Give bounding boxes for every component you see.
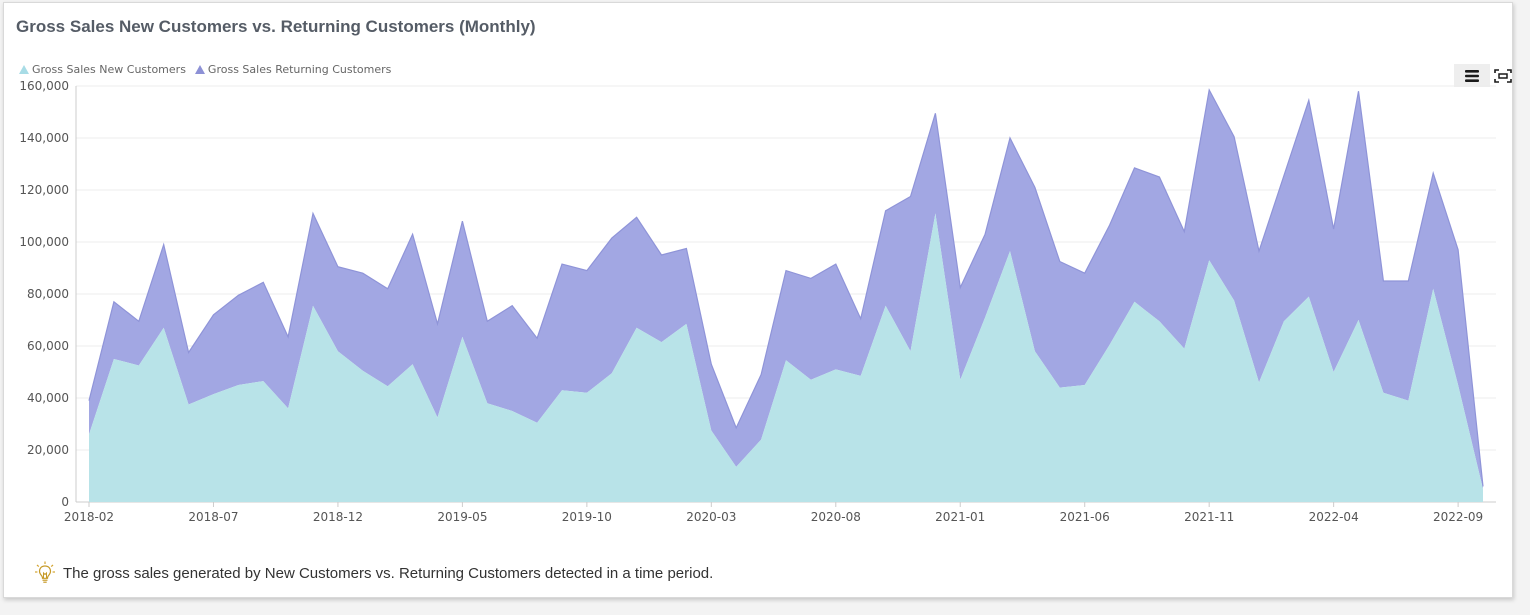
x-tick-label: 2018-07 bbox=[188, 510, 238, 524]
y-tick-label: 100,000 bbox=[19, 235, 69, 249]
area-new-customers bbox=[89, 213, 1483, 502]
chart-legend: Gross Sales New Customers Gross Sales Re… bbox=[19, 63, 400, 76]
chart-footnote-text: The gross sales generated by New Custome… bbox=[63, 564, 714, 582]
x-tick-label: 2018-12 bbox=[313, 510, 363, 524]
triangle-icon bbox=[19, 65, 29, 74]
x-tick-label: 2021-01 bbox=[935, 510, 985, 524]
legend-label-new-customers: Gross Sales New Customers bbox=[32, 63, 186, 76]
chart-menu-button[interactable] bbox=[1454, 64, 1490, 87]
legend-item-new-customers[interactable]: Gross Sales New Customers bbox=[19, 63, 186, 76]
x-tick-label: 2019-10 bbox=[562, 510, 612, 524]
x-tick-label: 2021-11 bbox=[1184, 510, 1234, 524]
y-tick-label: 120,000 bbox=[19, 183, 69, 197]
chart-toolbar bbox=[1454, 64, 1516, 87]
chart-footnote: The gross sales generated by New Custome… bbox=[35, 561, 713, 585]
hamburger-menu-icon bbox=[1465, 69, 1479, 82]
y-tick-label: 60,000 bbox=[27, 339, 69, 353]
chart-title: Gross Sales New Customers vs. Returning … bbox=[16, 17, 536, 36]
lightbulb-icon bbox=[35, 561, 55, 585]
fullscreen-icon bbox=[1494, 68, 1512, 83]
x-tick-label: 2020-03 bbox=[686, 510, 736, 524]
x-tick-label: 2021-06 bbox=[1060, 510, 1110, 524]
y-tick-label: 140,000 bbox=[19, 131, 69, 145]
chart-plot-area: 0 20,000 40,000 60,000 80,000 100,000 120,000 1… bbox=[19, 79, 1496, 524]
y-tick-label: 0 bbox=[61, 495, 69, 509]
legend-item-returning-customers[interactable]: Gross Sales Returning Customers bbox=[194, 63, 392, 76]
triangle-icon bbox=[194, 65, 205, 74]
area-returning-customers bbox=[89, 89, 1483, 490]
y-tick-label: 160,000 bbox=[19, 79, 69, 93]
x-tick-label: 2018-02 bbox=[64, 510, 114, 524]
x-tick-label: 2022-09 bbox=[1433, 510, 1483, 524]
legend-label-returning-customers: Gross Sales Returning Customers bbox=[207, 63, 392, 76]
line-returning-customers bbox=[88, 88, 1484, 487]
x-tick-label: 2020-08 bbox=[811, 510, 861, 524]
y-tick-label: 40,000 bbox=[27, 391, 69, 405]
chart-card: Gross Sales New Customers vs. Returning … bbox=[3, 2, 1513, 598]
x-tick-label: 2019-05 bbox=[437, 510, 487, 524]
x-tick-label: 2022-04 bbox=[1309, 510, 1359, 524]
y-tick-label: 80,000 bbox=[27, 287, 69, 301]
y-tick-label: 20,000 bbox=[27, 443, 69, 457]
fullscreen-button[interactable] bbox=[1490, 64, 1516, 87]
